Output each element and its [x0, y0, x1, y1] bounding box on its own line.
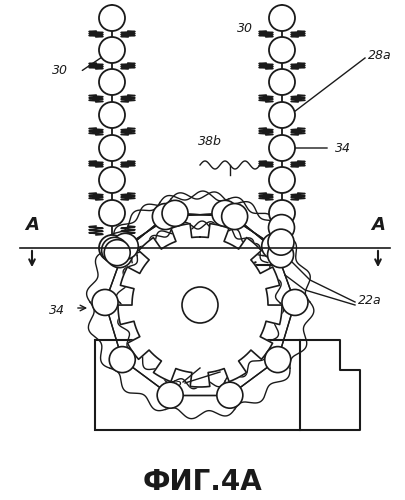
Circle shape [281, 290, 307, 316]
Text: ФИГ.4А: ФИГ.4А [143, 468, 262, 496]
Circle shape [268, 214, 294, 240]
Circle shape [92, 290, 118, 316]
Text: 22a: 22a [357, 294, 381, 306]
Polygon shape [118, 224, 281, 387]
Circle shape [216, 382, 242, 408]
Circle shape [112, 234, 138, 260]
Circle shape [152, 204, 178, 230]
Circle shape [157, 382, 183, 408]
Circle shape [99, 69, 125, 95]
Circle shape [269, 102, 294, 128]
Circle shape [104, 240, 130, 266]
Circle shape [211, 200, 237, 226]
Circle shape [261, 234, 287, 260]
Text: 42: 42 [166, 380, 183, 393]
Circle shape [269, 69, 294, 95]
Circle shape [221, 204, 247, 230]
Circle shape [181, 287, 217, 323]
Circle shape [269, 167, 294, 193]
Text: A: A [25, 216, 39, 234]
Circle shape [106, 242, 132, 268]
Circle shape [269, 200, 294, 226]
Circle shape [269, 37, 294, 63]
Circle shape [267, 242, 293, 268]
Text: 30: 30 [52, 64, 68, 76]
Circle shape [99, 235, 125, 261]
Circle shape [99, 167, 125, 193]
Circle shape [99, 37, 125, 63]
Circle shape [267, 229, 293, 255]
Circle shape [269, 135, 294, 161]
Text: 34: 34 [49, 304, 65, 316]
Circle shape [99, 200, 125, 226]
Circle shape [101, 238, 127, 264]
Circle shape [269, 5, 294, 31]
Bar [95, 340, 299, 430]
Text: A: A [370, 216, 384, 234]
Text: 38b: 38b [198, 135, 222, 148]
FancyArrowPatch shape [82, 56, 102, 70]
Text: 30: 30 [237, 22, 252, 35]
Circle shape [162, 200, 188, 226]
Text: 28a: 28a [367, 48, 391, 62]
Circle shape [99, 102, 125, 128]
Circle shape [109, 346, 135, 372]
Circle shape [99, 135, 125, 161]
Text: 34: 34 [334, 142, 350, 154]
Circle shape [99, 5, 125, 31]
Circle shape [264, 346, 290, 372]
